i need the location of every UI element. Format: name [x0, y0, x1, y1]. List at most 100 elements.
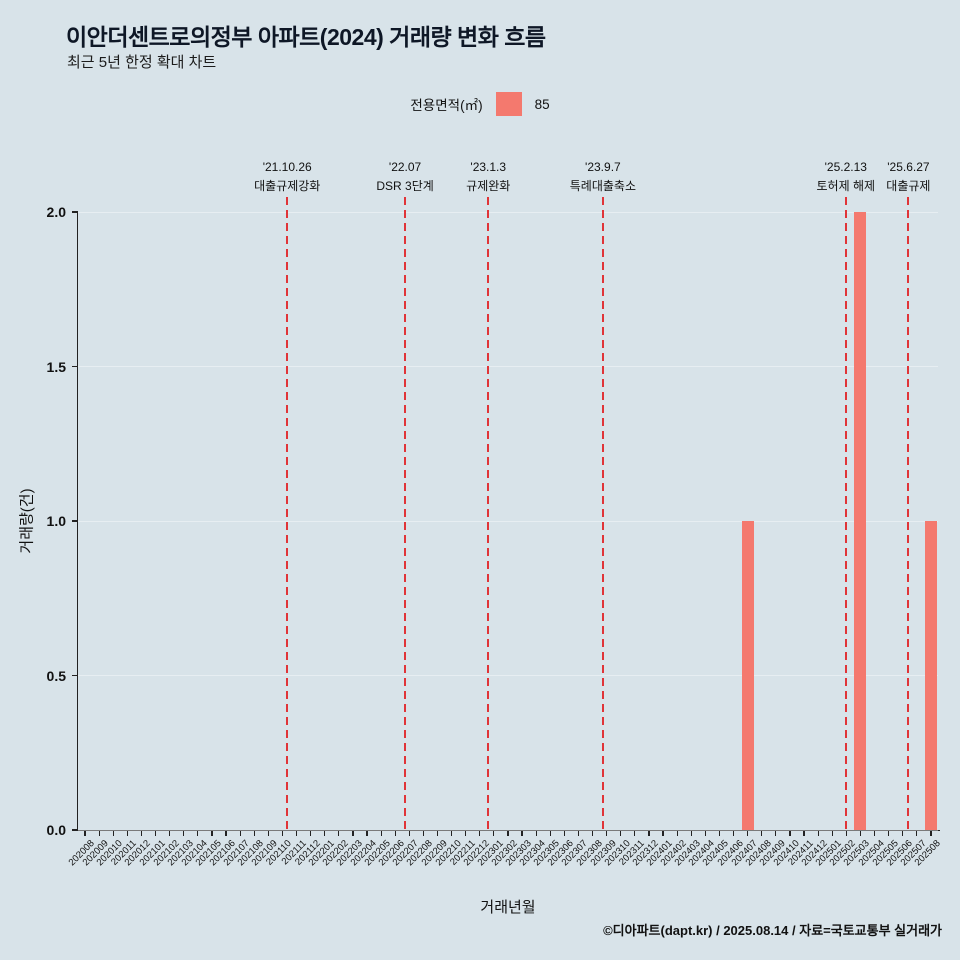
y-axis-title: 거래량(건): [18, 488, 36, 554]
x-tick-mark: [761, 830, 763, 836]
event-label: 대출규제: [886, 179, 931, 193]
y-tick-mark: [71, 520, 78, 522]
x-tick-mark: [451, 830, 453, 836]
event-line: [404, 197, 407, 830]
x-tick-mark: [930, 830, 932, 836]
event-annotation: '23.9.7 특례대출축소: [570, 158, 636, 196]
x-tick-mark: [535, 830, 537, 836]
event-date: '23.1.3: [470, 160, 507, 174]
x-tick-mark: [324, 830, 326, 836]
x-tick-mark: [521, 830, 523, 836]
x-tick-mark: [338, 830, 340, 836]
x-tick-mark: [154, 830, 157, 836]
y-tick-mark: [71, 365, 78, 368]
x-tick-mark: [225, 830, 227, 836]
x-tick-mark: [902, 830, 904, 836]
x-tick-mark: [211, 830, 213, 836]
event-line: [844, 197, 847, 830]
x-tick-mark: [803, 830, 805, 836]
bar: [854, 212, 867, 830]
x-tick-mark: [493, 830, 495, 836]
x-tick-mark: [662, 830, 664, 836]
x-tick-mark: [310, 830, 312, 836]
x-tick-mark: [789, 830, 791, 836]
event-date: '21.10.26: [262, 160, 312, 174]
bar: [741, 521, 754, 830]
x-tick-mark: [690, 830, 692, 836]
y-tick-mark: [71, 211, 78, 213]
x-tick-mark: [352, 830, 354, 836]
event-line: [601, 197, 604, 830]
gridline: [78, 675, 938, 676]
x-tick-mark: [267, 830, 269, 836]
x-tick-mark: [676, 830, 678, 836]
y-tick-label: 0.5: [46, 667, 66, 684]
bar: [924, 521, 937, 830]
gridline: [78, 211, 938, 213]
x-tick-mark: [634, 830, 636, 836]
event-annotation: '21.10.26 대출규제강화: [254, 158, 320, 196]
event-line: [286, 197, 289, 830]
x-tick-mark: [577, 830, 580, 836]
x-tick-mark: [253, 830, 255, 836]
x-tick-mark: [606, 830, 608, 836]
event-label: 대출규제강화: [254, 179, 321, 193]
x-tick-mark: [479, 830, 481, 836]
x-tick-mark: [366, 830, 368, 836]
x-tick-mark: [422, 830, 424, 836]
x-tick-mark: [620, 830, 622, 836]
y-tick-mark: [71, 674, 78, 677]
x-tick-mark: [817, 830, 819, 836]
legend-label: 전용면적(㎡): [410, 98, 483, 113]
event-label: 토허제 해제: [816, 179, 876, 193]
event-label: 규제완화: [466, 179, 511, 193]
event-date: '23.9.7: [585, 160, 621, 174]
x-tick-mark: [775, 830, 777, 836]
x-tick-mark: [831, 830, 833, 836]
legend-value: 85: [534, 96, 550, 112]
event-label: DSR 3단계: [376, 179, 434, 193]
y-tick-label: 2.0: [46, 204, 66, 220]
x-tick-mark: [112, 830, 114, 836]
x-tick-mark: [591, 830, 594, 836]
event-date: '25.2.13: [824, 160, 867, 174]
x-tick-mark: [747, 830, 749, 836]
event-line: [487, 197, 490, 830]
y-tick-label: 0.0: [46, 822, 66, 838]
x-tick-mark: [718, 830, 721, 836]
x-tick-mark: [845, 830, 847, 836]
gridline: [78, 520, 938, 522]
legend-swatch: [495, 92, 522, 116]
x-tick-mark: [380, 830, 382, 836]
x-tick-mark: [98, 830, 100, 836]
x-tick-mark: [873, 830, 876, 836]
gridline: [78, 829, 938, 831]
chart-title: 이안더센트로의정부 아파트(2024) 거래량 변화 흐름: [66, 24, 546, 50]
y-tick-label: 1.5: [46, 358, 66, 375]
x-tick-mark: [197, 830, 199, 836]
x-tick-mark: [563, 830, 565, 836]
event-annotation: '25.2.13 토허제 해제: [817, 158, 876, 196]
x-tick-mark: [732, 830, 735, 836]
x-tick-mark: [507, 830, 509, 836]
x-tick-mark: [394, 830, 396, 836]
event-date: '22.07: [388, 160, 422, 174]
x-tick-mark: [169, 830, 171, 836]
x-tick-mark: [295, 830, 298, 836]
x-tick-mark: [408, 830, 410, 836]
x-tick-mark: [888, 830, 890, 836]
x-tick-mark: [140, 830, 143, 836]
event-line: [907, 197, 910, 830]
x-tick-mark: [84, 830, 86, 836]
event-annotation: '22.07 DSR 3단계: [376, 158, 433, 196]
event-label: 특례대출축소: [569, 179, 636, 193]
x-tick-mark: [436, 830, 439, 836]
x-tick-mark: [281, 830, 283, 836]
event-date: '25.6.27: [887, 160, 930, 174]
x-tick-mark: [183, 830, 185, 836]
legend: 전용면적(㎡) 85: [0, 92, 960, 116]
y-tick-mark: [71, 829, 78, 831]
gridline: [78, 366, 938, 367]
y-tick-label: 1.0: [46, 513, 66, 529]
x-axis-title: 거래년월: [480, 899, 536, 916]
